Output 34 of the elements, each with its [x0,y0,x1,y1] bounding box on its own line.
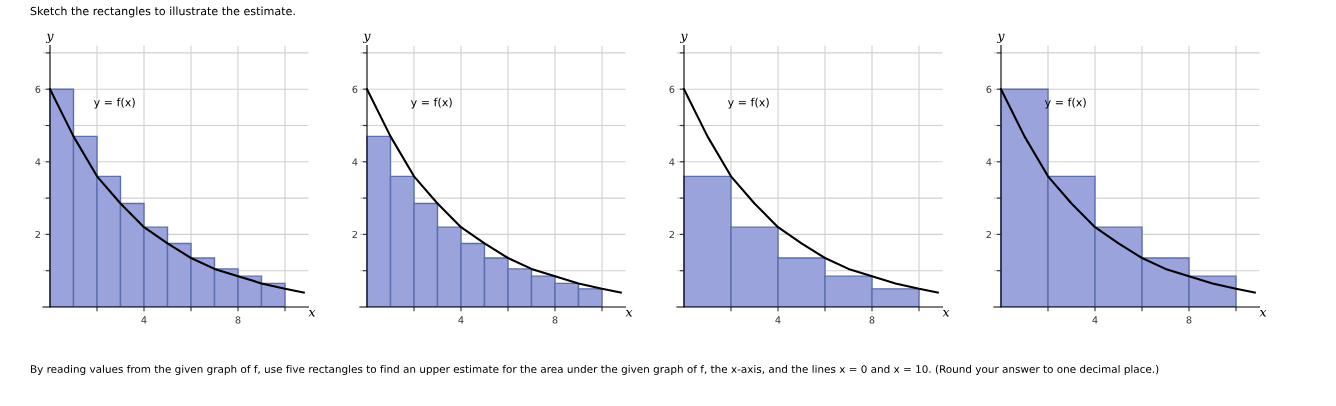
y-tick-label: 2 [669,230,674,239]
y-tick-label: 6 [352,85,358,94]
x-axis-title: x [942,310,950,317]
y-tick-label: 4 [352,158,358,166]
y-tick-label: 6 [669,85,675,94]
y-tick-label: 2 [35,230,40,239]
x-tick-label: 4 [141,316,147,324]
y-tick-label: 2 [986,230,991,239]
y-tick-label: 4 [669,158,675,166]
x-tick-label: 8 [552,316,558,324]
y-tick-label: 6 [35,85,41,94]
x-tick-label: 8 [235,316,241,324]
x-tick-label: 8 [869,316,875,324]
y-axis-title: y [997,33,1005,44]
annotation: y = f(x) [93,97,135,109]
text: By reading values from the given graph of f, use five rectangles to find an upper estimate for the area under the given graph of f, the x-axis, and the lines x = 0 and x = 10. (Round your answer to one decimal place.) [31,364,1159,376]
annotation: y = f(x) [727,97,769,109]
y-tick-label: 4 [35,158,41,166]
x-axis-title: x [1259,310,1267,317]
x-tick-label: 4 [775,316,781,324]
y-axis-title: y [46,33,54,44]
x-axis-title: x [625,310,633,317]
x-tick-label: 4 [458,316,464,324]
annotation: y = f(x) [410,97,452,109]
y-tick-label: 4 [986,158,992,166]
x-tick-label: 4 [1092,316,1098,324]
x-tick-label: 8 [1186,316,1192,324]
y-tick-label: 6 [986,85,992,94]
x-axis-title: x [308,310,316,317]
annotation: y = f(x) [1044,97,1086,109]
y-axis-title: y [680,33,688,44]
chart-title: Sketch the rectangles to illustrate the estimate. [30,6,295,18]
y-axis-title: y [363,33,371,44]
y-tick-label: 2 [352,230,357,239]
